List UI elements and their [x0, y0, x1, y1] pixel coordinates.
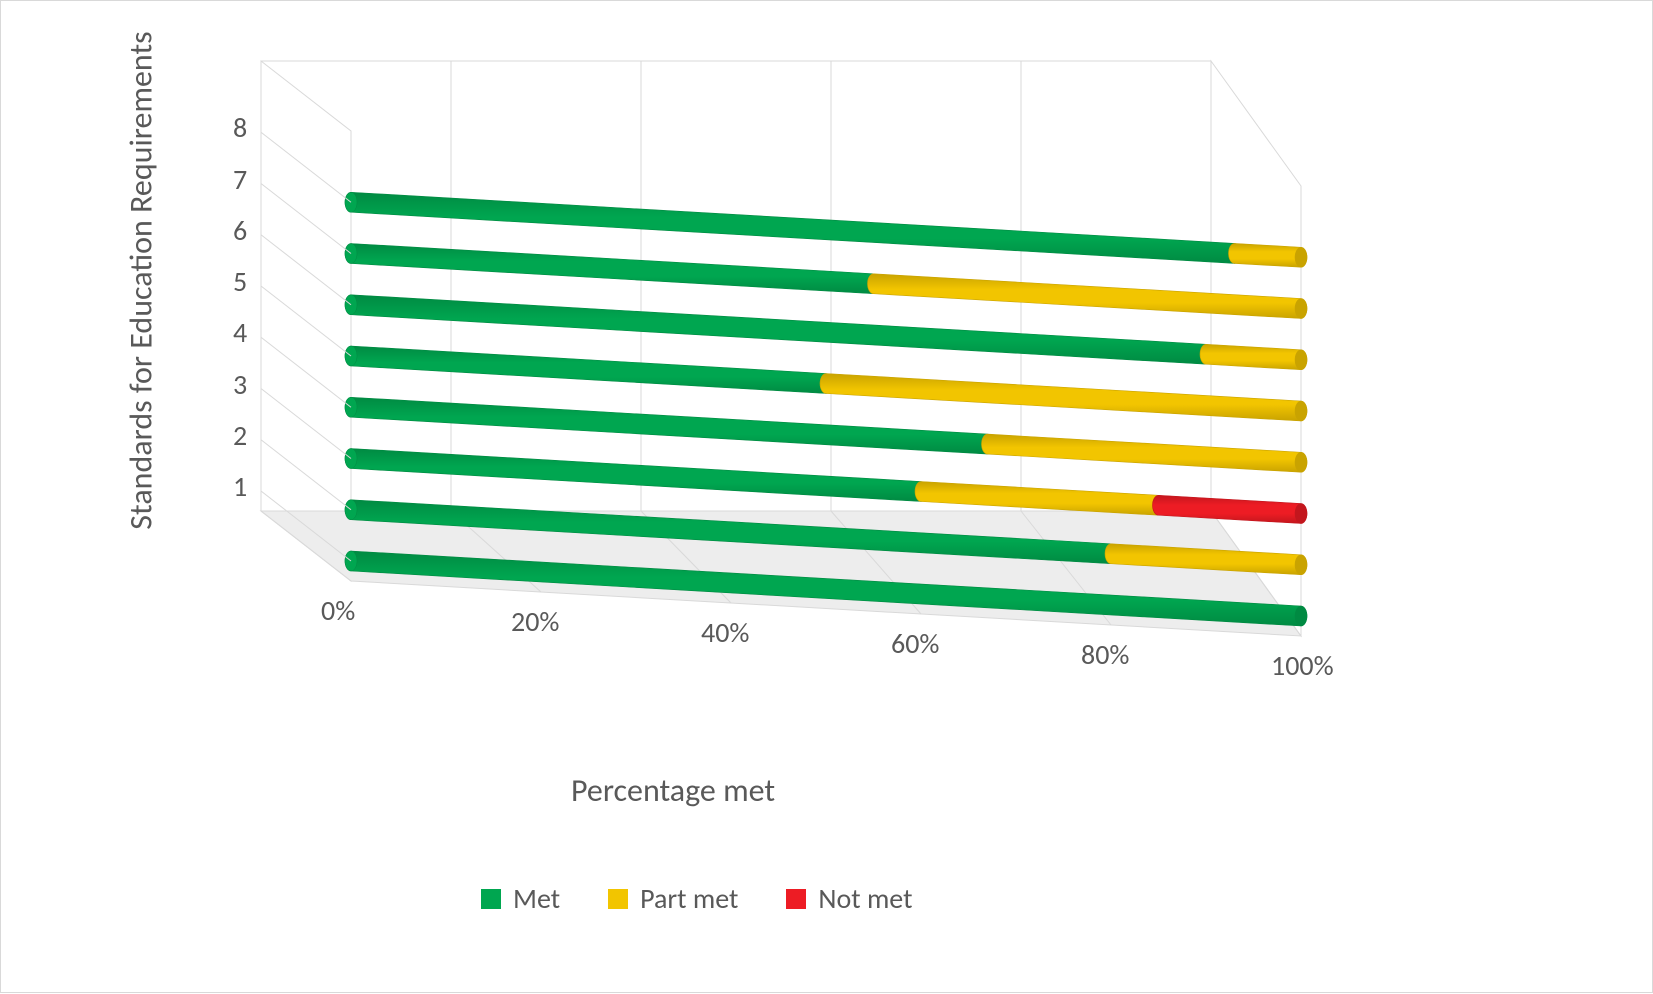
legend-item-met: Met: [481, 881, 560, 916]
y-tick-label: 1: [233, 469, 247, 504]
x-axis-title: Percentage met: [571, 771, 775, 810]
legend-item-not-met: Not met: [786, 881, 912, 916]
y-axis-title: Standards for Education Requirements: [122, 21, 161, 541]
y-tick-label: 3: [233, 367, 247, 402]
y-tick-label: 6: [233, 213, 247, 248]
y-tick-label: 7: [233, 162, 247, 197]
y-tick-label: 2: [233, 418, 247, 453]
y-tick-label: 8: [233, 110, 247, 145]
chart-3d-canvas: [1, 1, 1653, 994]
legend: Met Part met Not met: [481, 881, 912, 916]
legend-label-not-met: Not met: [818, 881, 912, 916]
x-tick-label: 80%: [1081, 637, 1129, 672]
x-tick-label: 100%: [1271, 648, 1334, 683]
legend-item-part-met: Part met: [608, 881, 738, 916]
x-tick-label: 60%: [891, 626, 939, 661]
legend-swatch-part-met: [608, 889, 628, 909]
legend-label-met: Met: [513, 881, 560, 916]
x-tick-label: 0%: [321, 593, 355, 628]
y-tick-label: 4: [233, 315, 247, 350]
y-tick-label: 5: [233, 264, 247, 299]
legend-swatch-not-met: [786, 889, 806, 909]
x-tick-label: 20%: [511, 604, 559, 639]
legend-label-part-met: Part met: [640, 881, 738, 916]
chart-frame: Standards for Education Requirements Per…: [0, 0, 1653, 993]
x-tick-label: 40%: [701, 615, 749, 650]
legend-swatch-met: [481, 889, 501, 909]
